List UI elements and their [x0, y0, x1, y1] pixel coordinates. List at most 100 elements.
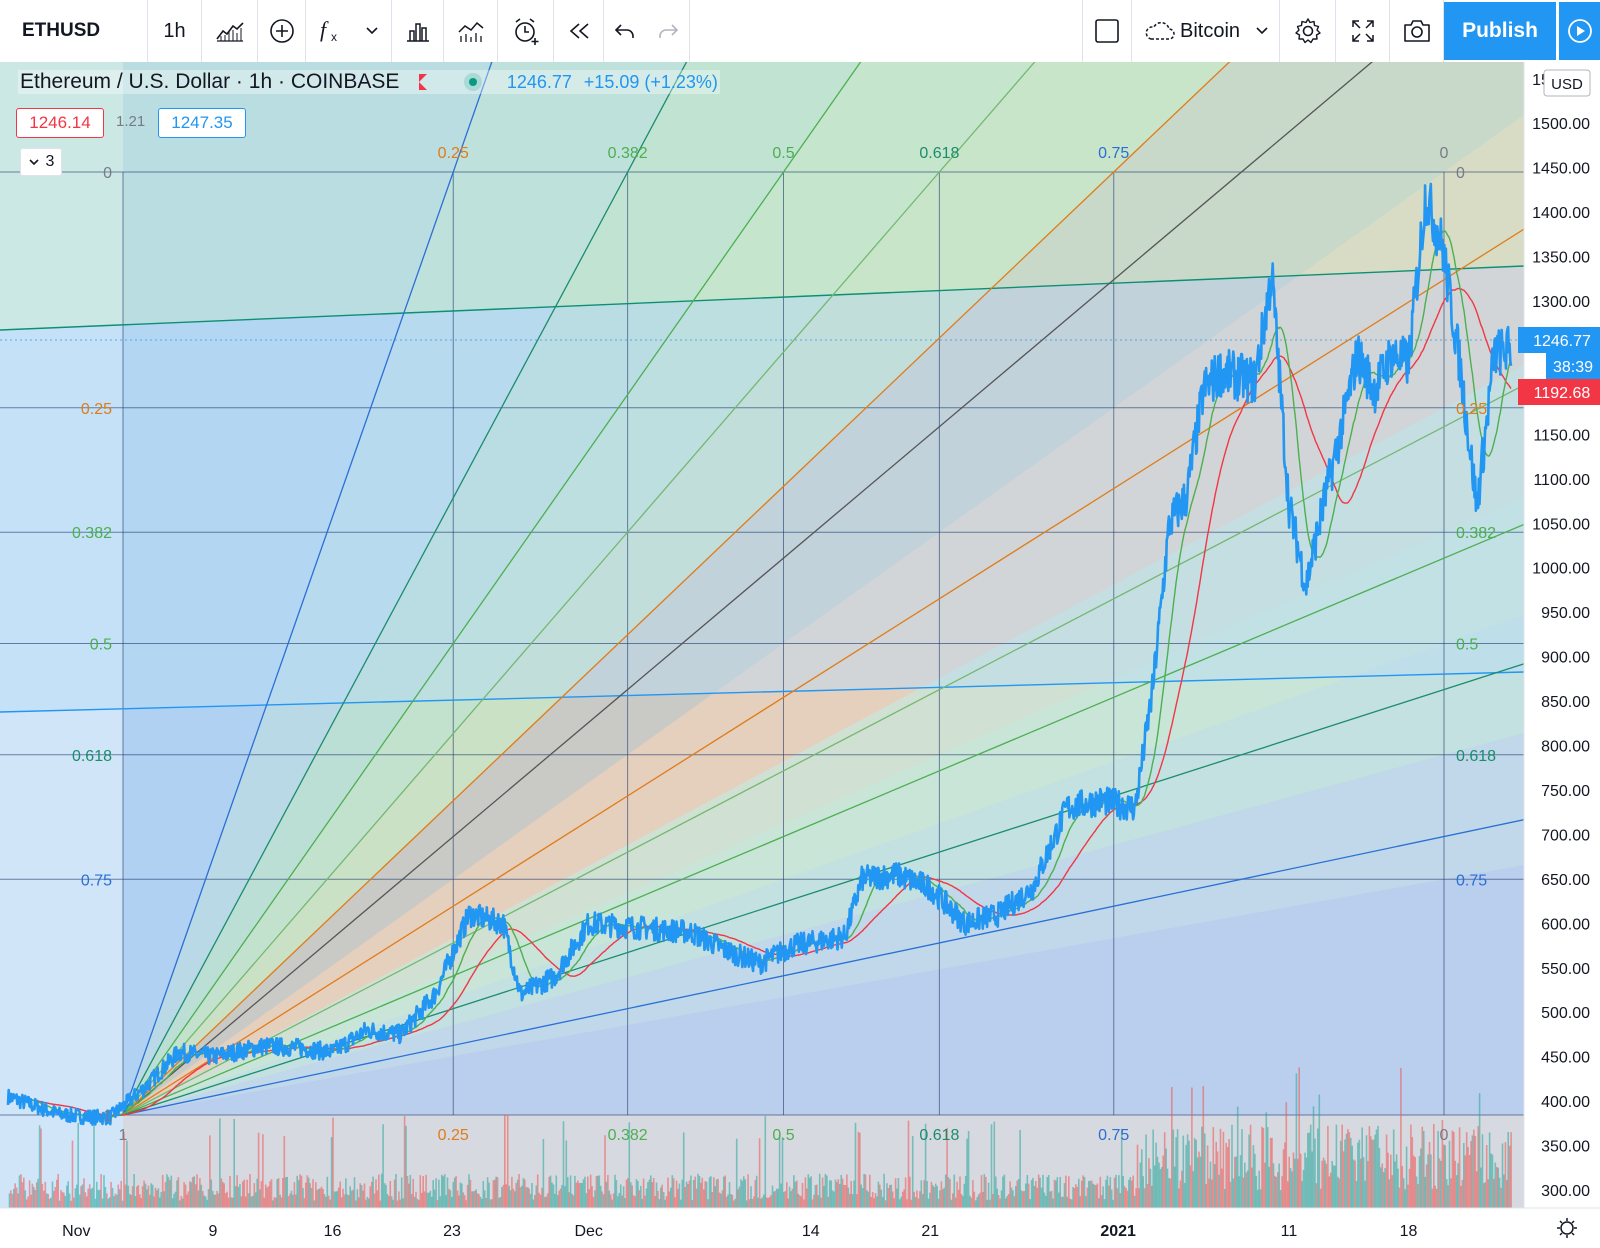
settings-button[interactable]	[1280, 0, 1336, 62]
legend-collapse-button[interactable]: 3	[20, 148, 62, 176]
volume-bar	[1437, 1131, 1439, 1208]
volume-bar	[250, 1196, 253, 1208]
volume-bar	[405, 1125, 407, 1208]
volume-bar	[21, 1182, 24, 1208]
volume-bar	[964, 1175, 967, 1208]
gann-fan-zones	[0, 62, 1524, 1208]
volume-bar	[591, 1186, 593, 1208]
volume-bar	[1275, 1177, 1278, 1208]
volume-bar	[1088, 1180, 1090, 1208]
volume-bar	[854, 1122, 857, 1208]
volume-bar	[813, 1194, 815, 1208]
volume-bar	[305, 1182, 307, 1208]
volume-bar	[612, 1193, 615, 1208]
volume-bar	[704, 1181, 706, 1208]
volume-bar	[731, 1194, 734, 1208]
bar-countdown-label: 38:39	[1553, 359, 1593, 376]
volume-bar	[233, 1118, 235, 1208]
volume-bar	[126, 1140, 128, 1208]
volume-bar	[806, 1188, 808, 1208]
volume-bar	[96, 1181, 98, 1208]
volume-bar	[293, 1182, 296, 1208]
volume-bar	[1026, 1175, 1029, 1208]
volume-bar	[1438, 1158, 1441, 1208]
volume-bar	[1258, 1170, 1260, 1208]
volume-bar	[899, 1199, 901, 1208]
publish-video-button[interactable]	[1558, 2, 1600, 60]
bid-price-button[interactable]: 1246.14	[16, 108, 104, 138]
screenshot-button[interactable]	[1390, 0, 1444, 62]
gann-level-bottom: 1	[119, 1127, 128, 1144]
volume-bar	[1075, 1184, 1077, 1208]
volume-bar	[506, 1114, 509, 1208]
volume-bar	[1082, 1175, 1084, 1208]
price-chart[interactable]: 0 0.25 0.382 0.5 0.618 0.75 1 0 0.25 0.382 0.5 0.61…	[0, 62, 1600, 1248]
volume-bar	[277, 1178, 280, 1208]
volume-bar	[1268, 1166, 1270, 1208]
volume-bar	[745, 1200, 748, 1208]
volume-bar	[254, 1192, 257, 1208]
volume-bar	[83, 1178, 85, 1208]
interval-button[interactable]: 1h	[148, 0, 202, 62]
volume-bar	[538, 1192, 540, 1208]
undo-button[interactable]	[604, 0, 646, 62]
rewind-button[interactable]	[554, 0, 604, 62]
volume-bar	[1418, 1156, 1421, 1208]
volume-bar	[519, 1187, 522, 1208]
time-axis[interactable]: Nov 9 16 23 Dec 14 21 2021 11 18	[62, 1223, 1417, 1240]
chart-legend[interactable]: Ethereum / U.S. Dollar · 1h · COINBASE 1…	[18, 70, 720, 94]
templates-button[interactable]	[392, 0, 444, 62]
volume-bar	[1025, 1183, 1027, 1208]
volume-bar	[476, 1193, 479, 1208]
volume-bar	[193, 1176, 195, 1208]
volume-bar	[443, 1174, 446, 1208]
publish-button[interactable]: Publish	[1444, 2, 1556, 60]
volume-bar	[879, 1184, 881, 1208]
layout-button[interactable]	[1082, 0, 1132, 62]
volume-bar	[1125, 1188, 1127, 1208]
cloud-icon	[1145, 21, 1175, 40]
volume-bar	[1307, 1132, 1309, 1208]
axis-settings-button[interactable]	[1557, 1218, 1577, 1238]
volume-bar	[642, 1178, 645, 1208]
volume-bar	[851, 1194, 854, 1208]
gann-level-bottom: 0.618	[919, 1127, 959, 1144]
legend-change: +15.09 (+1.23%)	[583, 72, 718, 92]
volume-bar	[429, 1190, 432, 1208]
volume-bar	[877, 1181, 880, 1208]
volume-bar	[1335, 1124, 1338, 1208]
volume-bar	[267, 1186, 270, 1208]
volume-bar	[455, 1176, 457, 1208]
volume-bar	[758, 1138, 761, 1208]
volume-bar	[1007, 1194, 1010, 1208]
compare-button[interactable]	[258, 0, 306, 62]
volume-bar	[1181, 1170, 1183, 1208]
volume-bar	[302, 1188, 304, 1208]
volume-bar	[671, 1175, 674, 1208]
fullscreen-button[interactable]	[1336, 0, 1390, 62]
volume-bar	[419, 1175, 422, 1208]
volume-bar	[1148, 1158, 1150, 1208]
alert-button[interactable]	[498, 0, 554, 62]
volume-bar	[1295, 1073, 1298, 1208]
volume-bar	[701, 1177, 704, 1208]
chart-type-button[interactable]	[202, 0, 258, 62]
volume-bar	[194, 1184, 197, 1208]
volume-bar	[807, 1174, 810, 1208]
replay-button[interactable]	[444, 0, 498, 62]
gann-level-top: 0.382	[608, 145, 648, 162]
ask-price-button[interactable]: 1247.35	[158, 108, 246, 138]
symbol-search-button[interactable]: ETHUSD	[0, 0, 148, 62]
volume-bar	[329, 1199, 331, 1208]
currency-badge[interactable]: USD	[1543, 69, 1591, 97]
volume-bar	[378, 1174, 380, 1208]
volume-bar	[1178, 1188, 1180, 1208]
redo-button[interactable]	[646, 0, 690, 62]
volume-bar	[598, 1175, 601, 1208]
volume-bar	[199, 1178, 201, 1208]
save-layout-button[interactable]: Bitcoin	[1132, 0, 1280, 62]
volume-bar	[708, 1177, 711, 1208]
volume-bar	[88, 1184, 91, 1208]
volume-bar	[174, 1191, 177, 1208]
